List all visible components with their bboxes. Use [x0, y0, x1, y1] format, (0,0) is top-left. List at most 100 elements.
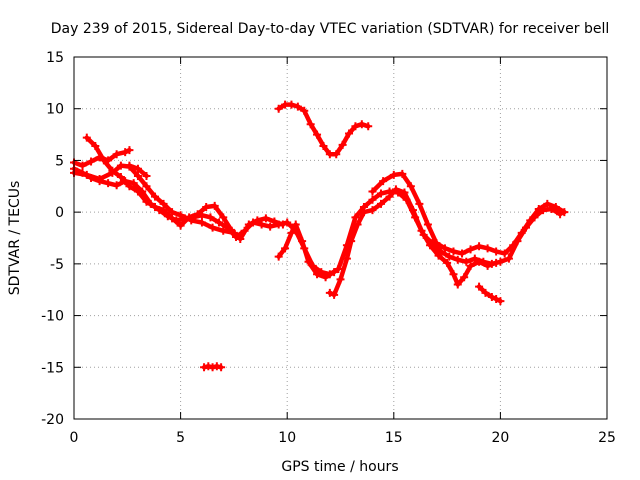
x-tick-label: 25 — [598, 430, 616, 446]
data-point — [353, 220, 362, 229]
data-point — [142, 182, 151, 191]
data-point — [82, 133, 91, 142]
data-point — [415, 199, 424, 208]
data-point — [125, 182, 134, 191]
data-point — [99, 156, 108, 165]
data-point — [82, 170, 91, 179]
y-tick-label: -10 — [41, 309, 64, 325]
data-point — [298, 237, 307, 246]
data-point — [504, 254, 513, 263]
data-point — [313, 270, 322, 279]
data-point — [377, 199, 386, 208]
data-point — [287, 100, 296, 109]
data-point — [274, 104, 283, 113]
data-point — [458, 249, 467, 258]
data-point — [217, 363, 226, 372]
data-point — [112, 150, 121, 159]
data-point — [475, 242, 484, 251]
data-point — [202, 202, 211, 211]
data-point — [470, 254, 479, 263]
data-point — [87, 157, 96, 166]
data-point — [257, 220, 266, 229]
data-point — [78, 161, 87, 170]
data-point — [133, 164, 142, 173]
series-track-4 — [71, 163, 237, 236]
data-point — [219, 226, 228, 235]
data-point — [453, 255, 462, 264]
data-point — [330, 268, 339, 277]
data-point — [445, 252, 454, 261]
data-point — [351, 122, 360, 131]
data-point — [432, 239, 441, 248]
data-point — [466, 261, 475, 270]
data-point — [200, 363, 209, 372]
data-point — [151, 202, 160, 211]
data-point — [453, 280, 462, 289]
data-point — [417, 226, 426, 235]
series-track-8 — [370, 171, 567, 256]
data-point — [325, 288, 334, 297]
series-track-7 — [327, 187, 499, 298]
data-point — [281, 244, 290, 253]
data-point — [400, 188, 409, 197]
y-tick-label: -15 — [41, 360, 64, 376]
data-point — [121, 148, 130, 157]
data-point — [287, 228, 296, 237]
data-point — [95, 175, 104, 184]
data-point — [423, 220, 432, 229]
data-point — [475, 257, 484, 266]
data-series — [70, 100, 569, 372]
data-point — [357, 120, 366, 129]
data-point — [338, 140, 347, 149]
data-point — [332, 150, 341, 159]
data-point — [313, 130, 322, 139]
data-point — [214, 218, 223, 227]
data-point — [492, 295, 501, 304]
data-point — [364, 122, 373, 131]
data-point — [551, 202, 560, 211]
data-point — [278, 220, 287, 229]
data-point — [193, 210, 202, 219]
y-tick-label: 5 — [55, 153, 64, 169]
data-point — [462, 257, 471, 266]
x-tick-label: 20 — [491, 430, 509, 446]
y-axis-label: SDTVAR / TECUs — [7, 181, 23, 296]
y-tick-label: 15 — [46, 50, 64, 66]
data-point — [379, 177, 388, 186]
data-point — [342, 254, 351, 263]
data-point — [300, 106, 309, 115]
data-point — [475, 282, 484, 291]
data-point — [336, 275, 345, 284]
data-point — [151, 192, 160, 201]
data-point — [142, 171, 151, 180]
data-point — [560, 208, 569, 217]
data-point — [389, 170, 398, 179]
data-point — [125, 161, 134, 170]
data-point — [108, 168, 117, 177]
axis-ticks: 0 5 10 15 20 25 15 10 5 0 -5 -10 -15 -20 — [41, 50, 616, 446]
data-point — [91, 141, 100, 150]
data-point — [112, 181, 121, 190]
x-tick-label: 5 — [176, 430, 185, 446]
data-point — [443, 258, 452, 267]
data-point — [270, 217, 279, 226]
data-point — [347, 237, 356, 246]
data-point — [212, 362, 221, 371]
data-point — [261, 214, 270, 223]
x-axis-label: GPS time / hours — [281, 459, 398, 475]
data-point — [319, 141, 328, 150]
data-point — [229, 228, 238, 237]
data-point — [368, 187, 377, 196]
data-point — [236, 235, 245, 244]
data-point — [168, 208, 177, 217]
data-point — [434, 251, 443, 260]
data-point — [487, 292, 496, 301]
data-point — [492, 258, 501, 267]
data-point — [377, 189, 386, 198]
data-point — [481, 288, 490, 297]
data-point — [368, 195, 377, 204]
x-tick-label: 10 — [278, 430, 296, 446]
data-point — [398, 169, 407, 178]
data-point — [283, 218, 292, 227]
data-point — [116, 172, 125, 181]
